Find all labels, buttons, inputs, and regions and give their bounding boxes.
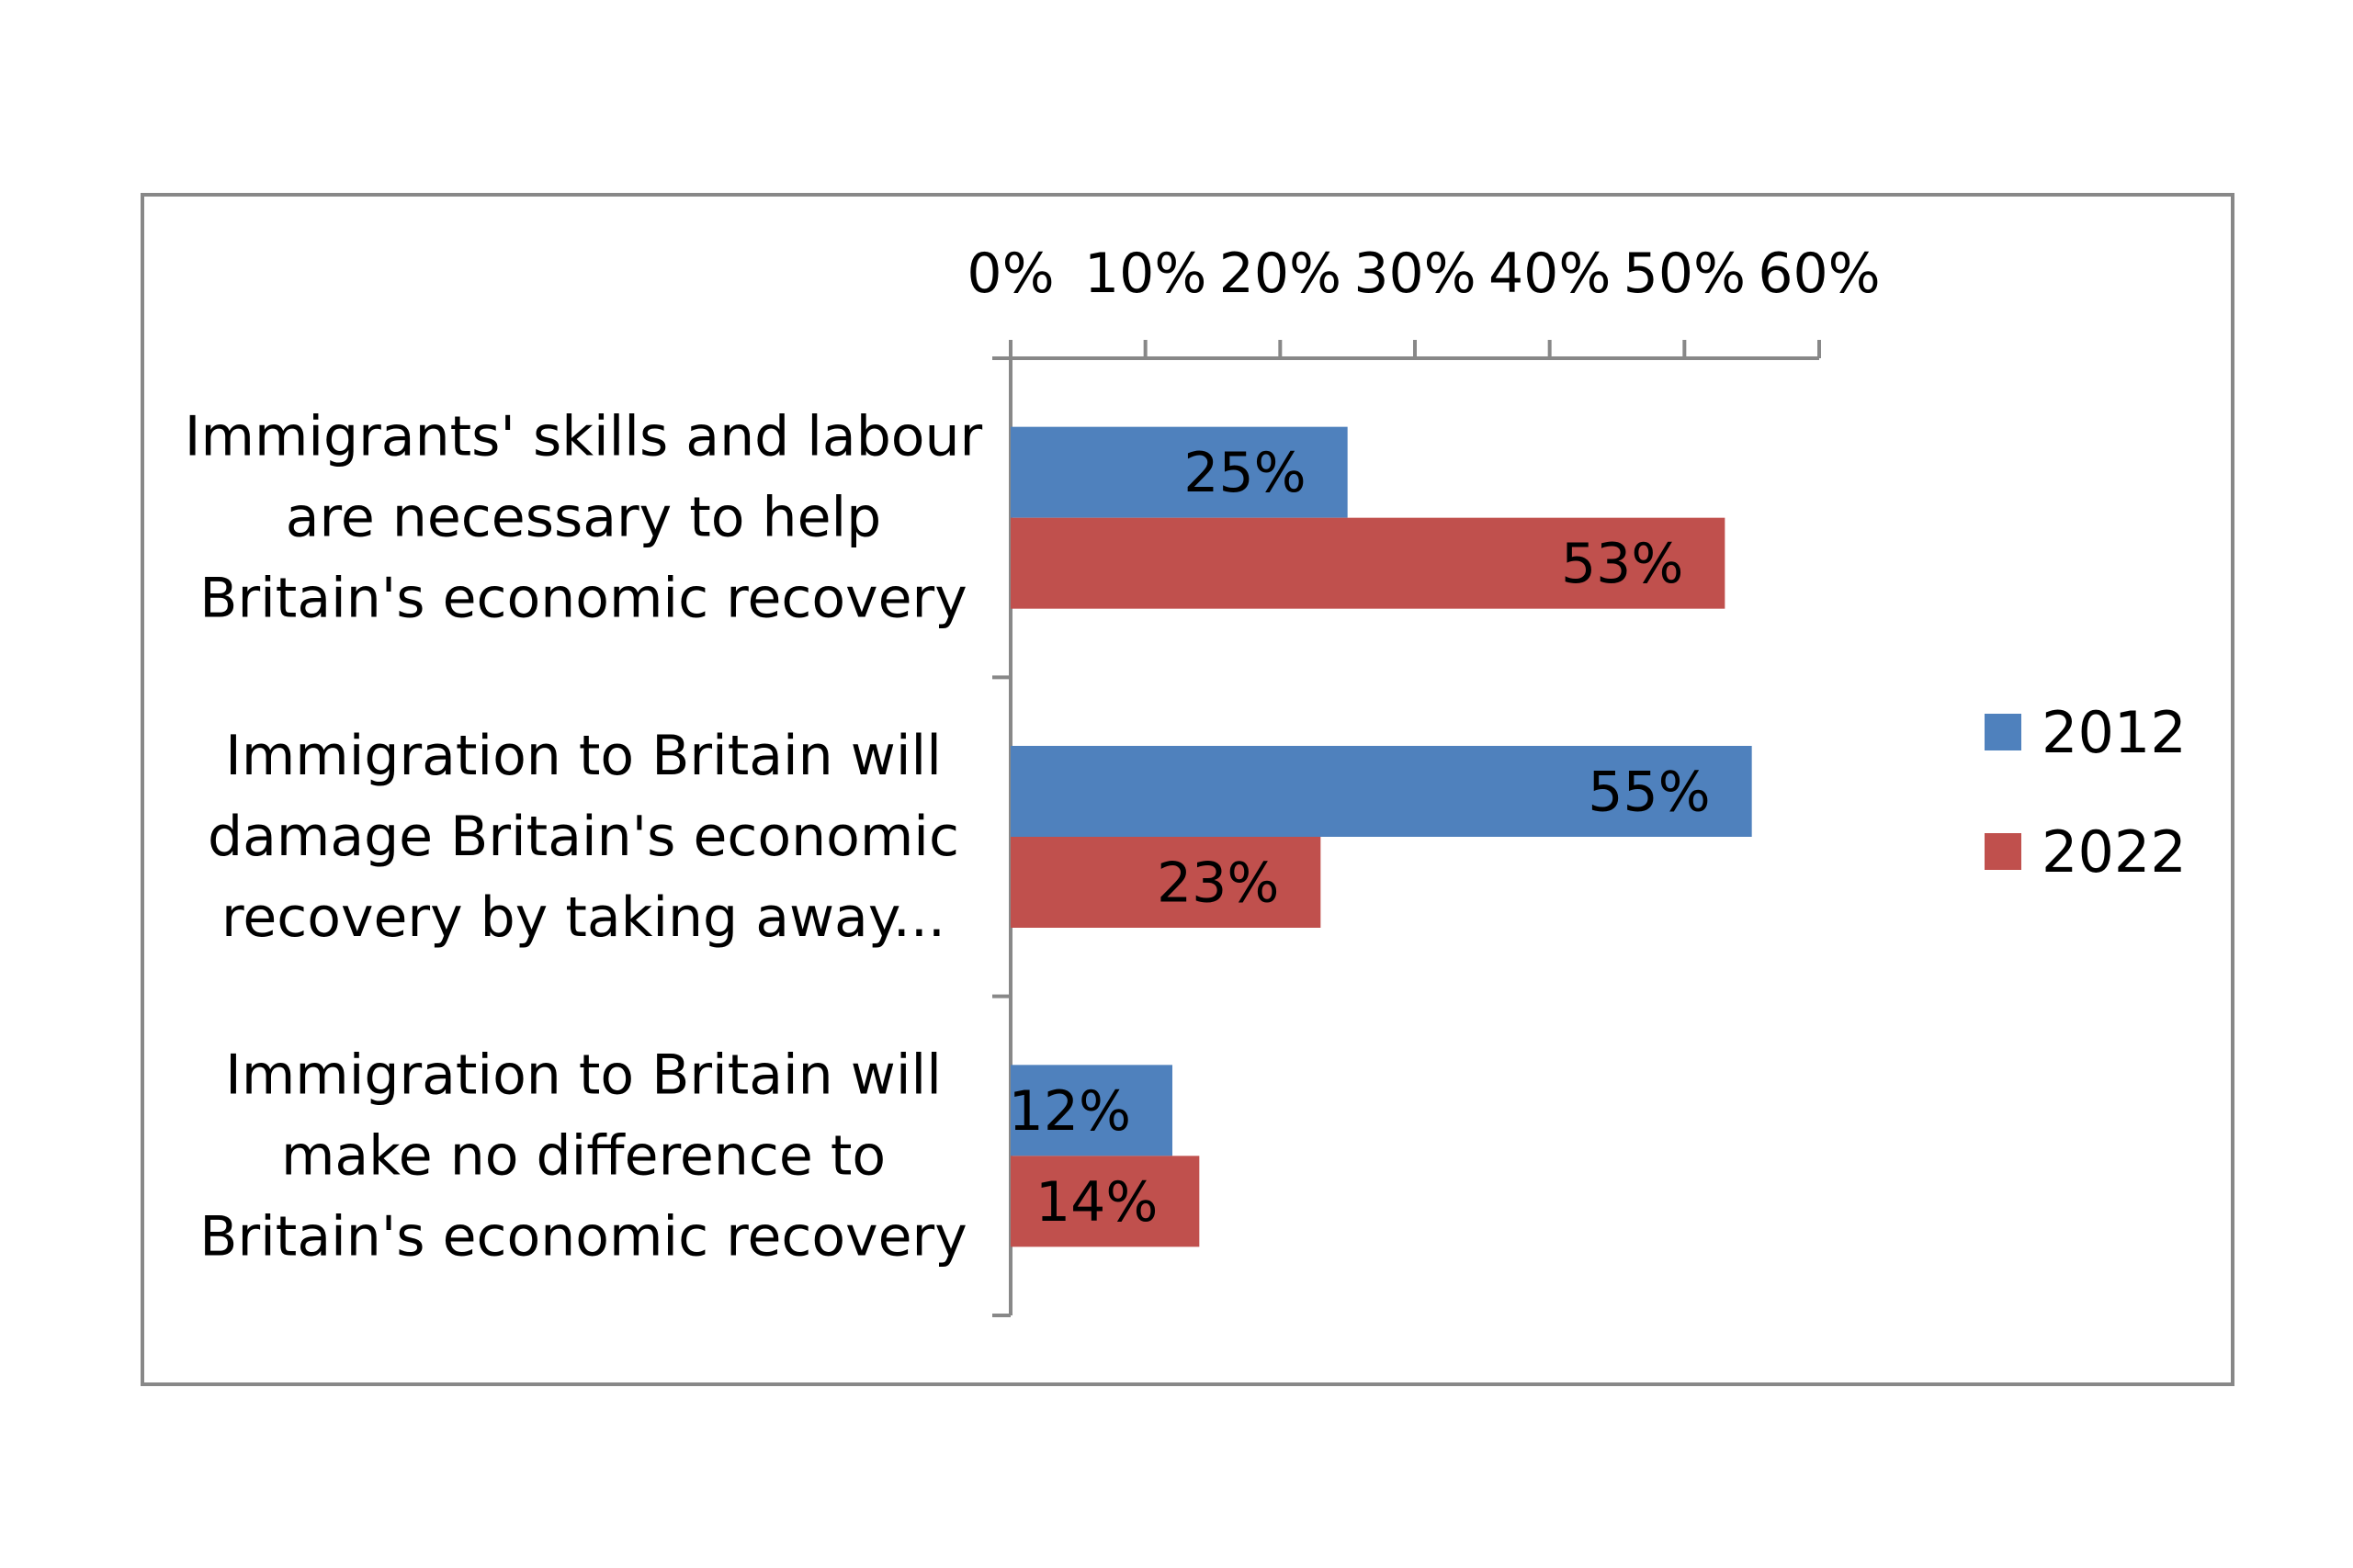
data-label: 55% bbox=[1588, 761, 1710, 825]
category-label: Immigration to Britain will make no diffe… bbox=[199, 1043, 967, 1269]
plot-area: 0% 10% 20% 30% 40% 50% 60% Immigrants' skills a… bbox=[185, 242, 1881, 1317]
legend-label: 2012 bbox=[2042, 699, 2187, 766]
category-label-line: Immigration to Britain will bbox=[225, 724, 942, 788]
bar-2012 bbox=[1011, 426, 1348, 518]
x-tick-label: 40% bbox=[1488, 242, 1611, 306]
x-tick-label: 30% bbox=[1353, 242, 1476, 306]
x-tick-label: 60% bbox=[1758, 242, 1880, 306]
x-tick-label: 0% bbox=[967, 242, 1054, 306]
data-label: 53% bbox=[1561, 532, 1683, 596]
x-tick-label: 10% bbox=[1084, 242, 1206, 306]
bar-2012 bbox=[1011, 1065, 1172, 1156]
legend-label: 2022 bbox=[2042, 818, 2187, 886]
category-label-line: make no difference to bbox=[281, 1123, 886, 1188]
category-label-line: are necessary to help bbox=[286, 486, 882, 550]
bar-2022 bbox=[1011, 517, 1725, 609]
category-label-line: Immigrants' skills and labour bbox=[185, 405, 983, 469]
data-label: 25% bbox=[1183, 441, 1306, 505]
category-label-line: Britain's economic recovery bbox=[199, 1204, 967, 1269]
bar-2022 bbox=[1011, 837, 1321, 928]
bar-2022 bbox=[1011, 1156, 1200, 1247]
data-label: 12% bbox=[1009, 1079, 1131, 1144]
legend: 2012 2022 bbox=[1985, 699, 2187, 886]
bar-2012 bbox=[1011, 746, 1752, 837]
category-label: Immigration to Britain will damage Britai… bbox=[208, 724, 959, 950]
x-tick-label: 50% bbox=[1623, 242, 1746, 306]
category-label-line: damage Britain's economic bbox=[208, 805, 959, 869]
data-label: 23% bbox=[1157, 852, 1279, 916]
x-tick-label: 20% bbox=[1219, 242, 1341, 306]
data-label: 14% bbox=[1035, 1170, 1158, 1235]
category-label-line: recovery by taking away... bbox=[221, 886, 945, 950]
category-label: Immigrants' skills and labour are necessa… bbox=[185, 405, 983, 631]
category-label-line: Immigration to Britain will bbox=[225, 1043, 942, 1107]
category-label-line: Britain's economic recovery bbox=[199, 567, 967, 631]
legend-swatch-2012 bbox=[1985, 714, 2021, 750]
legend-swatch-2022 bbox=[1985, 833, 2021, 870]
